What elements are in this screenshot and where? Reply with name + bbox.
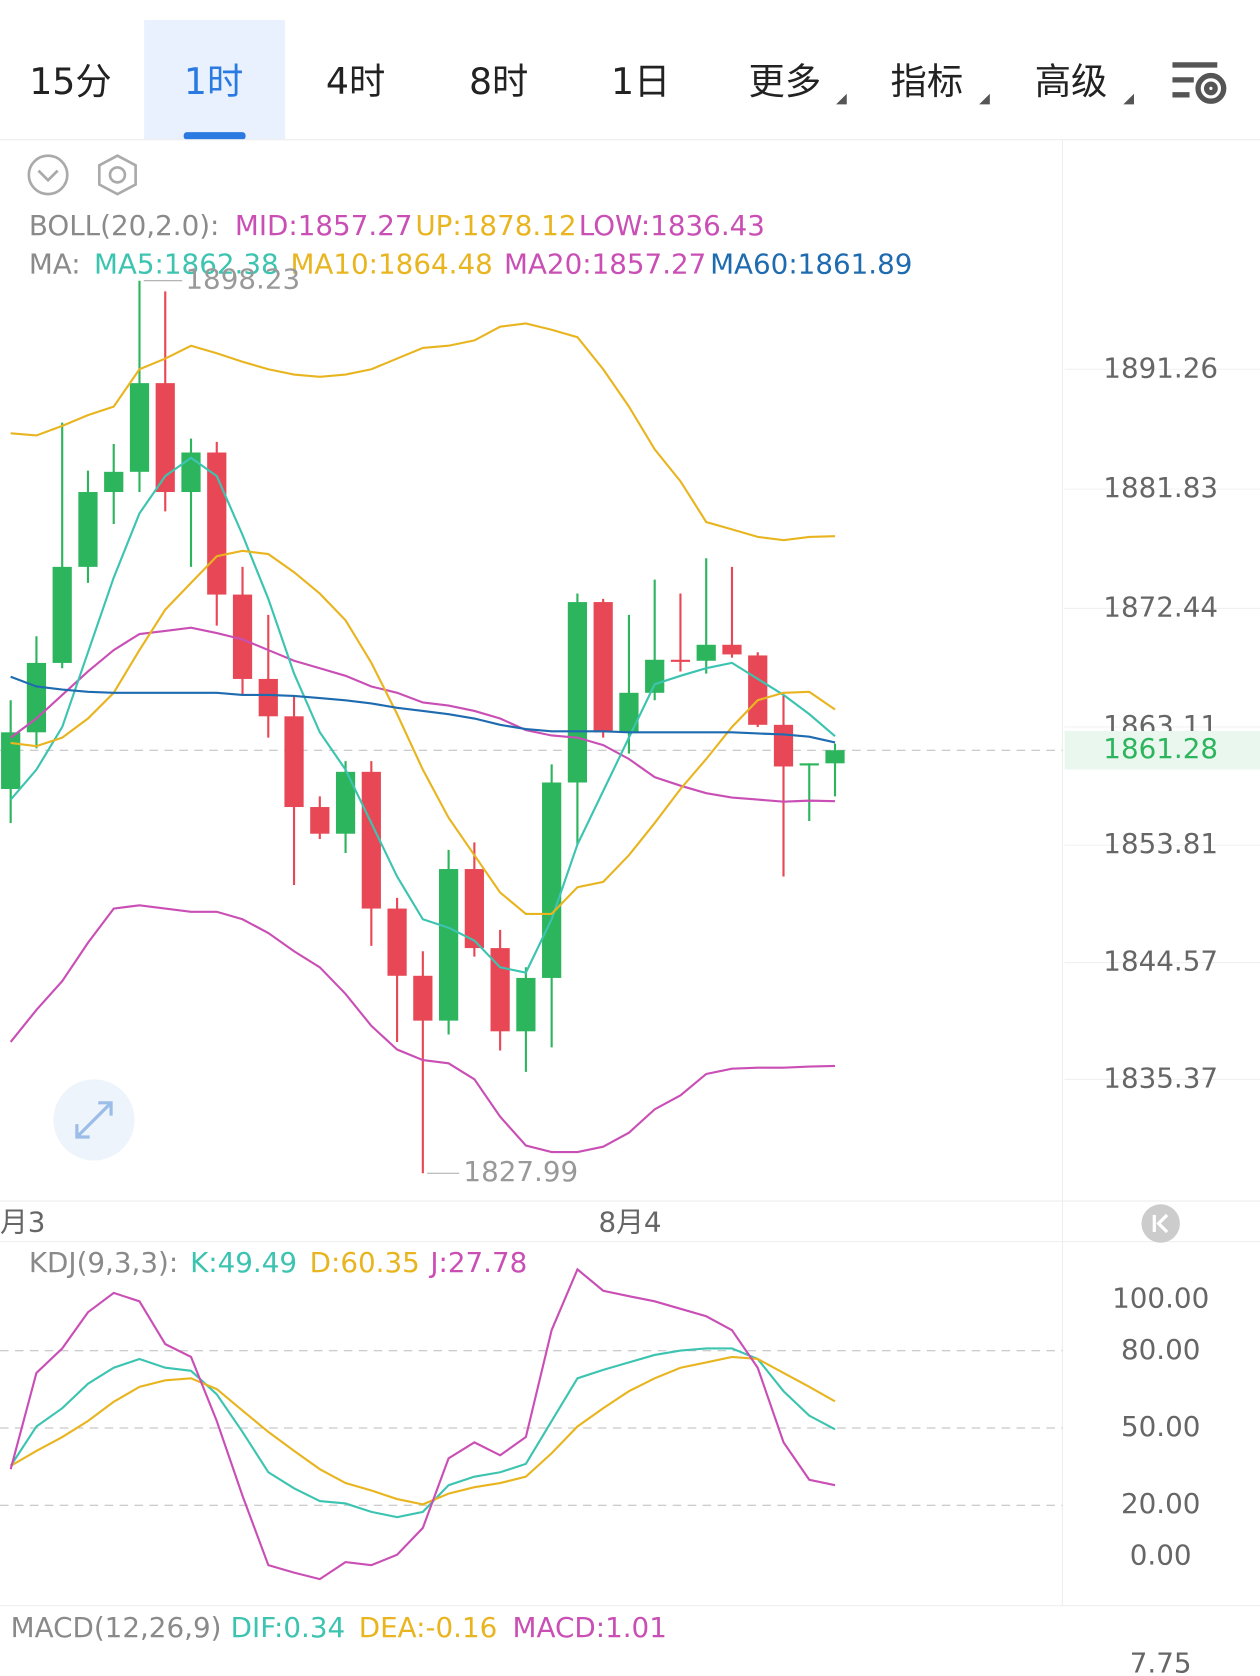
candle-body: [310, 807, 330, 834]
legend-entry: DEA:-0.16: [359, 1611, 498, 1644]
tab[interactable]: 4时: [326, 60, 385, 103]
y-tick-label: 1835.37: [1103, 1061, 1218, 1094]
legend-entry: UP:1878.12: [415, 209, 576, 242]
y-tick-label: 20.00: [1121, 1487, 1200, 1520]
candle-body: [52, 566, 72, 663]
y-tick-label: 1853.81: [1103, 827, 1218, 860]
indicator-line: [10, 626, 836, 803]
candle-body: [284, 716, 304, 808]
legend-entry: K:49.49: [190, 1246, 297, 1279]
tab[interactable]: 1时: [184, 60, 243, 103]
legend-entry: MA5:1862.38: [94, 248, 279, 281]
back-icon[interactable]: [1141, 1204, 1180, 1243]
indicator-line: [9, 904, 836, 1154]
indicator-line: [9, 1347, 836, 1519]
min-label: 1827.99: [463, 1155, 578, 1188]
legend-entry: LOW:1836.43: [579, 209, 765, 242]
y-tick-label: 7.75: [1130, 1646, 1192, 1676]
candle-body: [1, 732, 21, 789]
indicator-line: [10, 549, 836, 915]
tab[interactable]: 15分: [29, 60, 111, 103]
selected-tab-underline: [183, 132, 246, 140]
candle-body: [361, 771, 381, 909]
candle-body: [799, 763, 819, 766]
tab[interactable]: 指标: [891, 60, 964, 103]
tab[interactable]: 8时: [469, 60, 528, 103]
x-label: 月3: [0, 1205, 45, 1238]
candle-body: [516, 977, 536, 1032]
candle-body: [619, 692, 639, 733]
candle-body: [26, 662, 47, 733]
y-tick-label: 1872.44: [1103, 590, 1218, 623]
indicator-line: [9, 456, 836, 974]
candle-body: [232, 594, 253, 679]
dropdown-triangles: [836, 93, 1134, 105]
y-tick-label: 0.00: [1130, 1539, 1192, 1572]
candle-body: [207, 452, 227, 595]
candle-body: [722, 644, 742, 655]
candle-body: [825, 750, 845, 764]
candle-body: [464, 869, 484, 949]
legend-entry: MA10:1864.48: [290, 248, 492, 281]
candle-body: [670, 659, 691, 662]
max-label: 1898.23: [185, 263, 300, 296]
candle-body: [542, 782, 562, 978]
collapse-icon[interactable]: [27, 154, 69, 196]
legend-entry: J:27.78: [428, 1246, 527, 1279]
y-tick-label: 80.00: [1121, 1333, 1200, 1366]
panel-title: KDJ(9,3,3):: [29, 1246, 178, 1279]
indicator-line: [10, 1355, 836, 1506]
candle-body: [155, 383, 175, 493]
y-tick-label: 1891.26: [1103, 351, 1218, 384]
tab[interactable]: 高级: [1035, 60, 1108, 103]
y-tick-label: 100.00: [1112, 1281, 1209, 1314]
candle-body: [387, 908, 407, 976]
y-tick-label: 1881.83: [1103, 471, 1218, 504]
y-tick-label: 1844.57: [1103, 945, 1218, 978]
indicator-line: [10, 675, 836, 744]
candle-body: [696, 644, 716, 661]
tab[interactable]: 1日: [611, 60, 670, 103]
candle-body: [593, 602, 613, 733]
candle-body: [567, 602, 588, 783]
indicator-line: [10, 322, 836, 542]
legend-entry: D:60.35: [310, 1246, 420, 1279]
indicator-line: [9, 1267, 836, 1581]
tab[interactable]: 更多: [749, 60, 822, 103]
panel-title: MACD(12,26,9): [11, 1611, 222, 1644]
legend-label: BOLL(20,2.0):: [29, 209, 220, 242]
candle-body: [438, 869, 459, 1021]
x-label: 8月4: [598, 1205, 661, 1238]
legend-label: MA:: [29, 248, 81, 281]
candle-body: [413, 975, 433, 1021]
legend-entry: MID:1857.27: [235, 209, 413, 242]
candle-body: [78, 492, 98, 567]
settings-icon[interactable]: [1172, 62, 1227, 104]
expand-button[interactable]: [53, 1079, 135, 1161]
legend-entry: DIF:0.34: [231, 1611, 345, 1644]
candle-body: [129, 383, 150, 472]
legend-entry: MA60:1861.89: [710, 248, 912, 281]
current-price-label: 1861.28: [1103, 732, 1218, 765]
legend-entry: MA20:1857.27: [504, 248, 706, 281]
candle-body: [645, 659, 665, 693]
candle-body: [773, 724, 794, 767]
selected-tab-bg: [144, 20, 286, 140]
candle-body: [335, 771, 356, 834]
legend-entry: MACD:1.01: [513, 1611, 667, 1644]
y-tick-label: 50.00: [1121, 1410, 1200, 1443]
candle-body: [258, 678, 278, 717]
current-price-box: [1064, 731, 1260, 770]
candle-body: [748, 655, 768, 725]
candle-body: [104, 471, 124, 493]
settings-hex-icon[interactable]: [97, 154, 137, 196]
